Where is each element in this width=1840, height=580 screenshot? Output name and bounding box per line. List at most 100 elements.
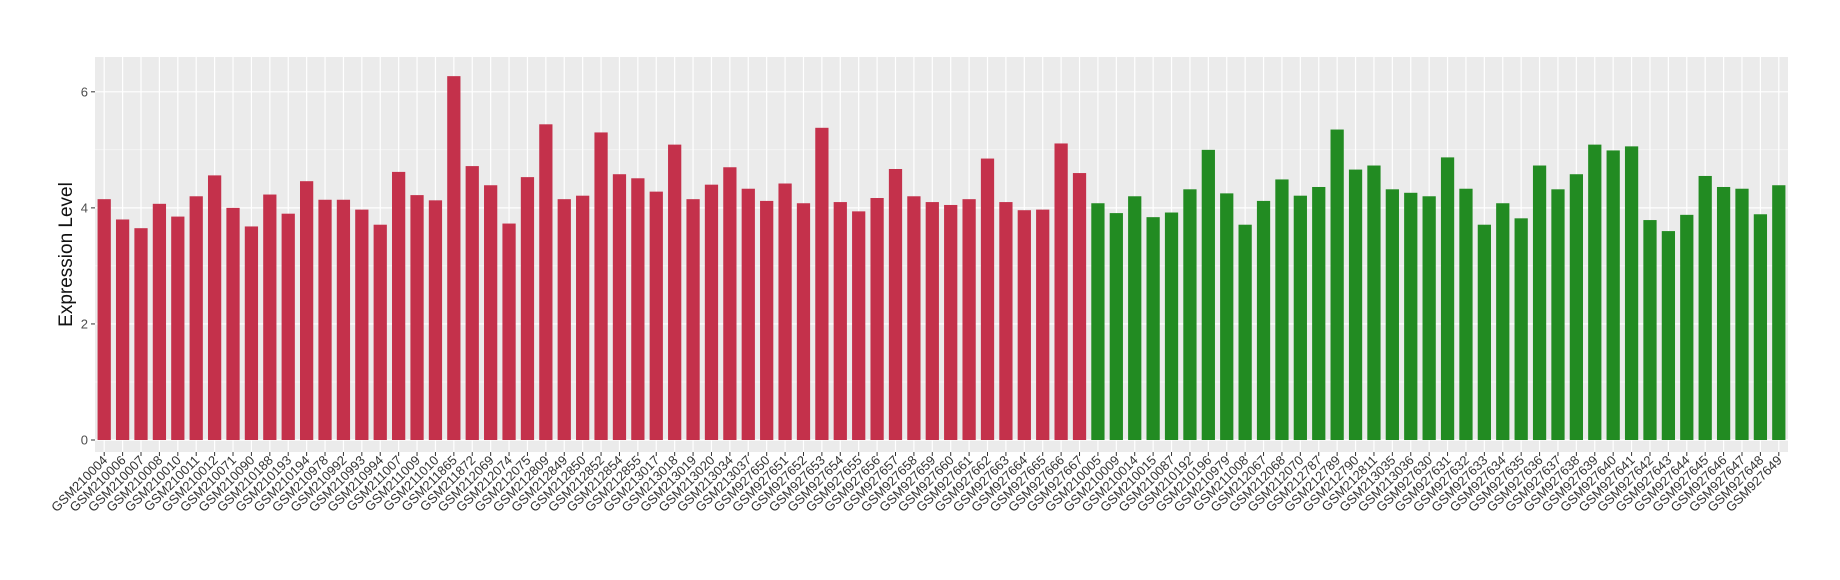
bar-GSM210006 bbox=[115, 219, 130, 440]
bar-GSM210004 bbox=[97, 199, 111, 440]
bar-GSM210193 bbox=[281, 213, 295, 440]
bar-GSM213019 bbox=[686, 199, 700, 440]
bar-GSM927650 bbox=[760, 200, 774, 440]
bar-GSM927665 bbox=[1036, 209, 1050, 440]
bar-GSM927664 bbox=[1017, 210, 1031, 440]
bar-GSM212787 bbox=[1312, 186, 1326, 440]
bar-GSM927658 bbox=[907, 196, 921, 440]
bar-GSM211010 bbox=[428, 200, 443, 440]
bar-GSM927663 bbox=[999, 202, 1013, 440]
bar-GSM210011 bbox=[189, 196, 203, 440]
bar-GSM927639 bbox=[1588, 144, 1602, 440]
bar-GSM927662 bbox=[980, 158, 995, 440]
bar-GSM212069 bbox=[484, 185, 498, 440]
bar-GSM210014 bbox=[1128, 196, 1142, 440]
bar-GSM927648 bbox=[1753, 214, 1768, 440]
bar-GSM213017 bbox=[649, 191, 663, 440]
bar-GSM210009 bbox=[1109, 213, 1123, 440]
bar-GSM927647 bbox=[1735, 188, 1749, 440]
bar-GSM212789 bbox=[1330, 129, 1344, 440]
bar-GSM927657 bbox=[888, 168, 903, 441]
bar-GSM927638 bbox=[1569, 174, 1583, 441]
bar-GSM927656 bbox=[870, 198, 884, 440]
bar-GSM211872 bbox=[465, 166, 479, 440]
bar-GSM213035 bbox=[1385, 189, 1399, 440]
bar-GSM927640 bbox=[1606, 150, 1620, 441]
bar-GSM927653 bbox=[815, 127, 829, 440]
bar-GSM927642 bbox=[1643, 220, 1657, 440]
bar-GSM927644 bbox=[1680, 214, 1694, 440]
bar-GSM213020 bbox=[704, 184, 719, 440]
bar-GSM212790 bbox=[1348, 169, 1363, 440]
bar-GSM210012 bbox=[207, 175, 222, 440]
bar-GSM212852 bbox=[594, 132, 608, 440]
bar-GSM210994 bbox=[373, 224, 387, 440]
bar-GSM210008 bbox=[152, 203, 167, 440]
bar-GSM210978 bbox=[318, 199, 332, 440]
bar-GSM212075 bbox=[520, 177, 535, 440]
bar-GSM211009 bbox=[410, 195, 424, 440]
y-tick-label: 6 bbox=[81, 84, 88, 99]
y-axis-title: Expression Level bbox=[56, 182, 77, 327]
bar-GSM927635 bbox=[1514, 218, 1528, 440]
bar-GSM212074 bbox=[502, 223, 516, 440]
bar-GSM210005 bbox=[1091, 203, 1105, 440]
bar-GSM927633 bbox=[1477, 224, 1491, 440]
bar-GSM210196 bbox=[1201, 149, 1215, 440]
bar-GSM212070 bbox=[1293, 195, 1307, 440]
bar-GSM212849 bbox=[557, 199, 571, 440]
bar-GSM927646 bbox=[1716, 186, 1731, 440]
bar-GSM210007 bbox=[134, 228, 148, 440]
bar-GSM210992 bbox=[336, 199, 351, 440]
bar-GSM927630 bbox=[1422, 196, 1436, 440]
bar-GSM212855 bbox=[631, 178, 645, 441]
bar-GSM927660 bbox=[944, 204, 958, 440]
bar-GSM210087 bbox=[1164, 212, 1179, 440]
y-tick-label: 0 bbox=[81, 433, 88, 448]
y-axis: 0 2 4 6 bbox=[81, 84, 95, 448]
bar-GSM927651 bbox=[778, 183, 792, 441]
bar-GSM210979 bbox=[1220, 193, 1234, 440]
bar-GSM927641 bbox=[1624, 146, 1639, 440]
bar-GSM927643 bbox=[1661, 231, 1676, 440]
bar-GSM927654 bbox=[833, 202, 847, 440]
bar-GSM927636 bbox=[1532, 165, 1547, 440]
bar-GSM210188 bbox=[263, 194, 277, 440]
bar-GSM927655 bbox=[852, 211, 866, 440]
bar-GSM927661 bbox=[962, 199, 976, 440]
bar-GSM210993 bbox=[355, 209, 369, 440]
bar-GSM927645 bbox=[1698, 175, 1712, 440]
bar-GSM927666 bbox=[1054, 143, 1068, 440]
bar-GSM927634 bbox=[1496, 203, 1510, 440]
x-axis: GSM210004GSM210006GSM210007GSM210008GSM2… bbox=[48, 452, 1785, 515]
bar-GSM210090 bbox=[244, 226, 259, 440]
bar-GSM211865 bbox=[447, 76, 461, 441]
bar-GSM212067 bbox=[1256, 200, 1271, 440]
bar-GSM210192 bbox=[1183, 189, 1197, 440]
bars bbox=[97, 76, 1786, 441]
y-tick-label: 2 bbox=[81, 316, 88, 331]
bar-GSM213018 bbox=[668, 144, 682, 440]
bar-GSM927649 bbox=[1772, 185, 1786, 440]
bar-GSM212854 bbox=[612, 174, 627, 441]
bar-GSM212809 bbox=[539, 124, 553, 440]
bar-GSM210071 bbox=[226, 207, 240, 440]
bar-GSM212811 bbox=[1367, 165, 1381, 440]
bar-GSM927652 bbox=[796, 203, 811, 440]
bar-GSM213034 bbox=[723, 167, 737, 440]
bar-GSM210015 bbox=[1146, 217, 1160, 440]
bar-GSM212850 bbox=[576, 195, 590, 440]
bar-GSM927637 bbox=[1551, 189, 1565, 440]
bar-GSM212068 bbox=[1275, 179, 1289, 440]
y-tick-label: 4 bbox=[81, 200, 88, 215]
bar-GSM211008 bbox=[1238, 224, 1252, 440]
bar-GSM927667 bbox=[1072, 173, 1087, 440]
bar-GSM213036 bbox=[1404, 192, 1418, 440]
bar-GSM927632 bbox=[1459, 188, 1473, 440]
bar-GSM210010 bbox=[171, 216, 185, 440]
bar-GSM927659 bbox=[925, 202, 939, 440]
bar-GSM210194 bbox=[300, 181, 314, 440]
bar-GSM213037 bbox=[741, 188, 755, 440]
